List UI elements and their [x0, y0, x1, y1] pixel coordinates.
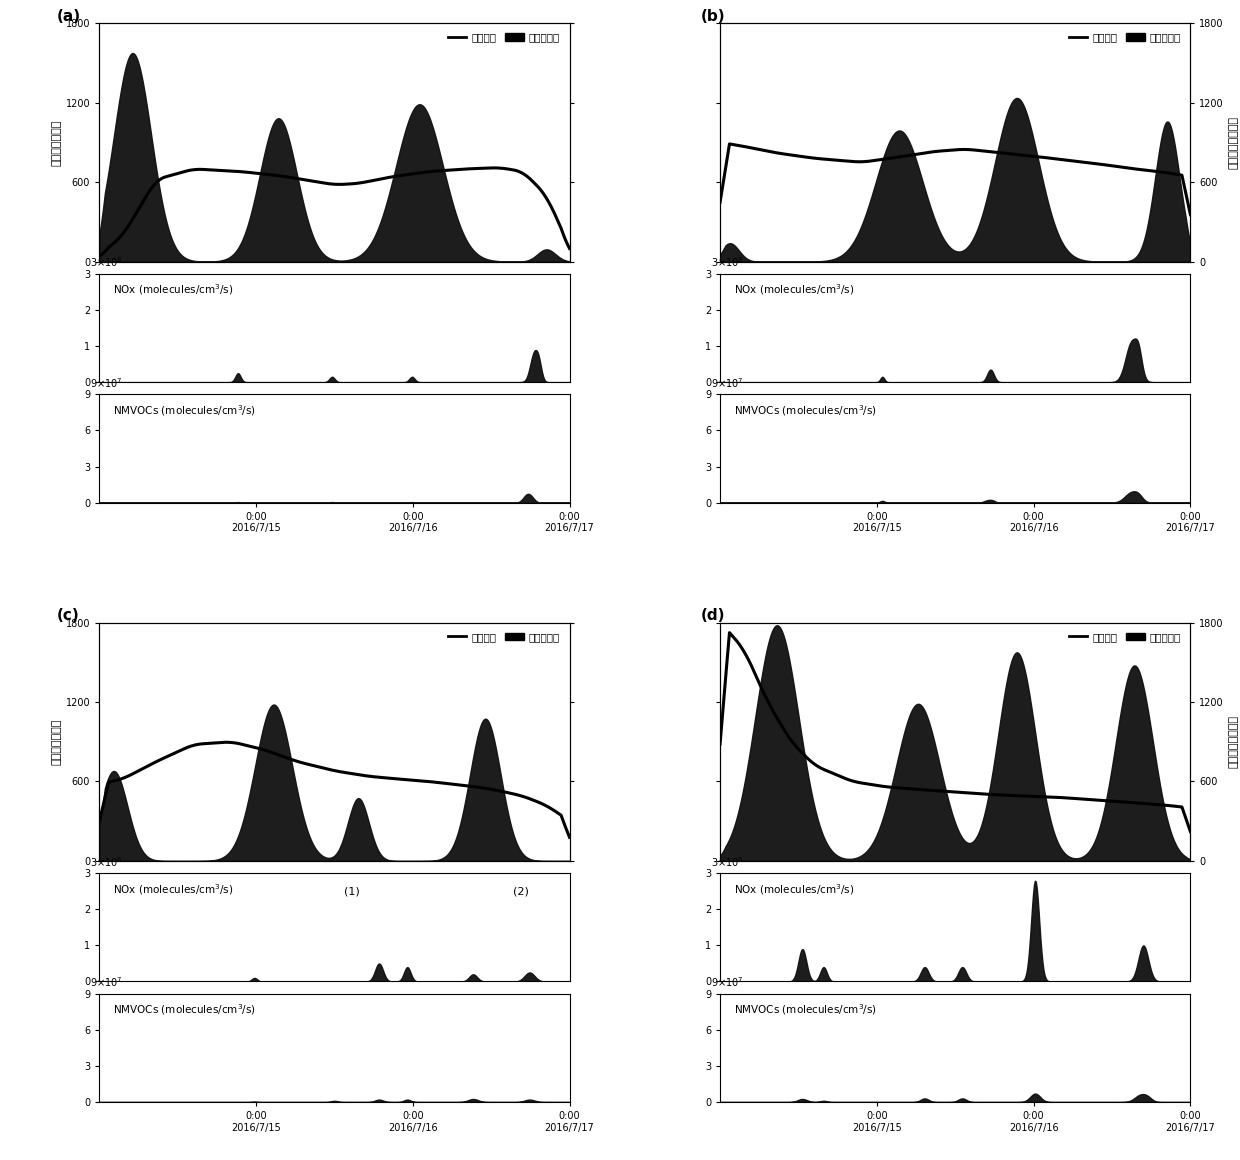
Legend: 轨迹高度, 边界层高度: 轨迹高度, 边界层高度	[1064, 628, 1185, 646]
Text: NOx (molecules/cm$^{3}$/s): NOx (molecules/cm$^{3}$/s)	[113, 882, 233, 897]
Text: (2): (2)	[513, 886, 529, 897]
Text: NMVOCs (molecules/cm$^{3}$/s): NMVOCs (molecules/cm$^{3}$/s)	[734, 1002, 877, 1017]
Legend: 轨迹高度, 边界层高度: 轨迹高度, 边界层高度	[444, 28, 564, 46]
Y-axis label: 边界层高度（米）: 边界层高度（米）	[1228, 116, 1239, 169]
Text: 3$\times$10$^{6}$: 3$\times$10$^{6}$	[89, 855, 123, 869]
Text: NMVOCs (molecules/cm$^{3}$/s): NMVOCs (molecules/cm$^{3}$/s)	[113, 1002, 257, 1017]
Text: (1): (1)	[343, 886, 360, 897]
Text: 9$\times$10$^{7}$: 9$\times$10$^{7}$	[711, 376, 743, 390]
Text: 9$\times$10$^{7}$: 9$\times$10$^{7}$	[711, 976, 743, 989]
Legend: 轨迹高度, 边界层高度: 轨迹高度, 边界层高度	[444, 628, 564, 646]
Text: NMVOCs (molecules/cm$^{3}$/s): NMVOCs (molecules/cm$^{3}$/s)	[734, 403, 877, 418]
Text: 9$\times$10$^{7}$: 9$\times$10$^{7}$	[89, 376, 123, 390]
Text: 9$\times$10$^{7}$: 9$\times$10$^{7}$	[89, 976, 123, 989]
Text: NOx (molecules/cm$^{3}$/s): NOx (molecules/cm$^{3}$/s)	[734, 282, 854, 297]
Text: NOx (molecules/cm$^{3}$/s): NOx (molecules/cm$^{3}$/s)	[734, 882, 854, 897]
Text: (b): (b)	[702, 9, 725, 24]
Text: 3$\times$10$^{8}$: 3$\times$10$^{8}$	[89, 255, 123, 269]
Text: (c): (c)	[57, 608, 79, 623]
Text: 3$\times$10$^{6}$: 3$\times$10$^{6}$	[711, 855, 744, 869]
Text: NOx (molecules/cm$^{3}$/s): NOx (molecules/cm$^{3}$/s)	[113, 282, 233, 297]
Y-axis label: 轨迹高度（米）: 轨迹高度（米）	[51, 718, 62, 764]
Text: NMVOCs (molecules/cm$^{3}$/s): NMVOCs (molecules/cm$^{3}$/s)	[113, 403, 257, 418]
Text: (d): (d)	[702, 608, 725, 623]
Text: (a): (a)	[57, 9, 81, 24]
Y-axis label: 边界层高度（米）: 边界层高度（米）	[1228, 716, 1239, 768]
Text: 3$\times$10$^{8}$: 3$\times$10$^{8}$	[711, 255, 744, 269]
Legend: 轨迹高度, 边界层高度: 轨迹高度, 边界层高度	[1064, 28, 1185, 46]
Y-axis label: 轨迹高度（米）: 轨迹高度（米）	[51, 119, 62, 166]
